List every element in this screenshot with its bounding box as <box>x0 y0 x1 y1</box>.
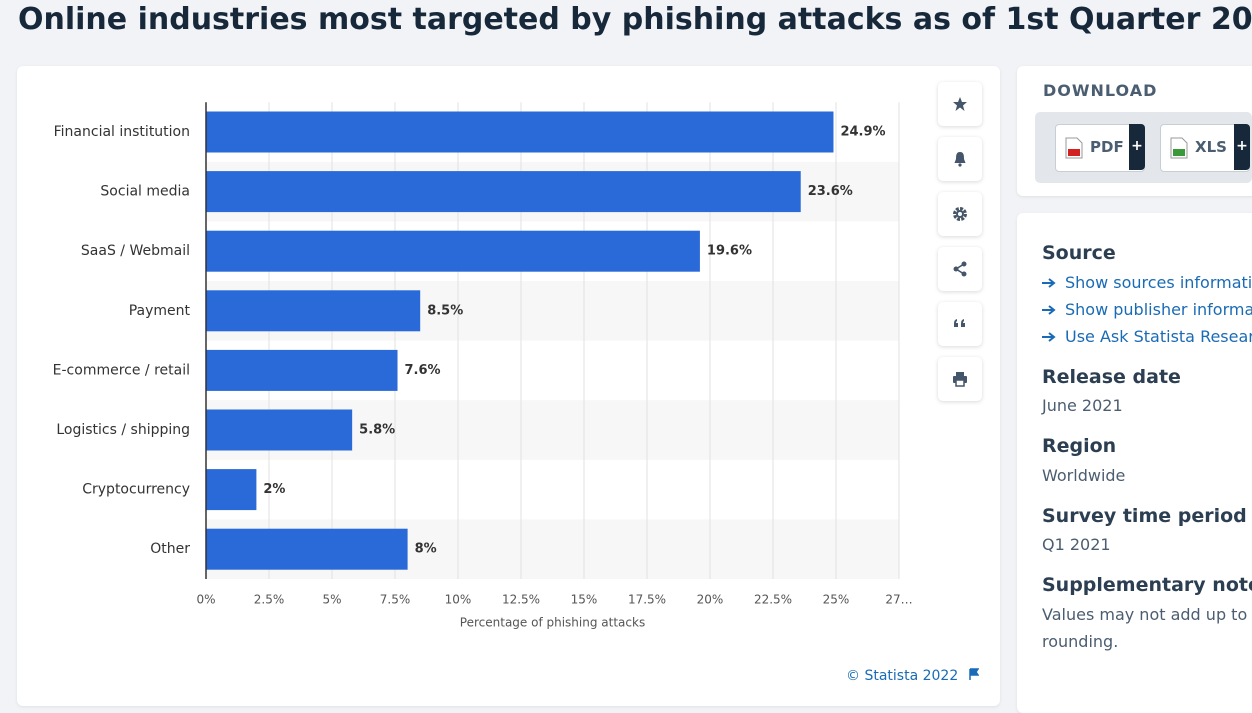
x-tick-label: 2.5% <box>254 593 285 607</box>
source-link[interactable]: Use Ask Statista Researc <box>1042 327 1252 346</box>
y-tick-label: Social media <box>100 184 190 200</box>
data-label: 5.8% <box>359 423 395 438</box>
data-label: 8.5% <box>427 303 463 318</box>
settings-button[interactable] <box>938 192 982 236</box>
section-text: Q1 2021 <box>1042 535 1111 554</box>
x-tick-label: 27… <box>885 593 912 607</box>
cite-button[interactable] <box>938 302 982 346</box>
bar <box>206 528 408 570</box>
print-button[interactable] <box>938 357 982 401</box>
bar <box>206 290 421 332</box>
button-label: XLS <box>1195 138 1227 156</box>
x-tick-label: 7.5% <box>380 593 411 607</box>
section-title: Release date <box>1042 366 1181 388</box>
x-tick-label: 5% <box>322 593 341 607</box>
y-tick-label: Cryptocurrency <box>82 482 190 498</box>
x-tick-label: 17.5% <box>628 593 666 607</box>
data-label: 19.6% <box>707 244 752 259</box>
x-axis-title: Percentage of phishing attacks <box>460 616 645 630</box>
data-label: 2% <box>263 482 285 497</box>
section-text: Values may not add up to 1 <box>1042 605 1252 624</box>
data-label: 8% <box>415 542 437 557</box>
details-card <box>1017 213 1252 713</box>
alert-button[interactable] <box>938 137 982 181</box>
bar <box>206 409 353 451</box>
section-text: rounding. <box>1042 632 1119 651</box>
y-tick-label: Other <box>150 541 190 557</box>
bar <box>206 111 834 153</box>
favorite-button[interactable] <box>938 82 982 126</box>
bar <box>206 349 398 391</box>
chart: 0% 2.5% 5% 7.5% 10% 12.5% 15% 17.5% 20% 22.5% 25% 2… <box>53 102 913 630</box>
bar <box>206 230 700 272</box>
x-tick-label: 22.5% <box>754 593 792 607</box>
x-tick-label: 15% <box>571 593 598 607</box>
bar <box>206 469 257 511</box>
y-tick-label: Logistics / shipping <box>56 422 190 438</box>
y-tick-label: Payment <box>129 303 191 319</box>
data-label: 24.9% <box>840 125 885 140</box>
section-text: Worldwide <box>1042 466 1126 485</box>
download-title: DOWNLOAD <box>1043 81 1158 100</box>
x-tick-label: 25% <box>823 593 850 607</box>
section-title: Supplementary notes <box>1042 574 1252 596</box>
section-title: Source <box>1042 242 1116 264</box>
button-label: PDF <box>1090 138 1124 156</box>
share-button[interactable] <box>938 247 982 291</box>
section-title: Survey time period <box>1042 505 1247 527</box>
pdf-button[interactable]: PDF + <box>1055 124 1145 172</box>
credit[interactable]: © Statista 2022 <box>846 668 980 684</box>
section-text: June 2021 <box>1042 396 1123 415</box>
y-tick-label: Financial institution <box>54 124 190 140</box>
xls-button[interactable]: XLS + <box>1160 124 1250 172</box>
bar <box>206 171 801 213</box>
y-tick-label: E-commerce / retail <box>53 362 190 378</box>
x-tick-label: 0% <box>196 593 215 607</box>
x-tick-label: 10% <box>445 593 472 607</box>
x-tick-label: 12.5% <box>502 593 540 607</box>
page: Online industries most targeted by phish… <box>17 2 1252 713</box>
section-title: Region <box>1042 435 1117 457</box>
y-tick-label: SaaS / Webmail <box>81 243 190 259</box>
source-link[interactable]: Show sources informati <box>1042 273 1252 292</box>
x-tick-label: 20% <box>697 593 724 607</box>
source-link[interactable]: Show publisher informa <box>1042 300 1252 319</box>
data-label: 23.6% <box>808 184 853 199</box>
page-title: Online industries most targeted by phish… <box>18 2 1252 37</box>
data-label: 7.6% <box>405 363 441 378</box>
